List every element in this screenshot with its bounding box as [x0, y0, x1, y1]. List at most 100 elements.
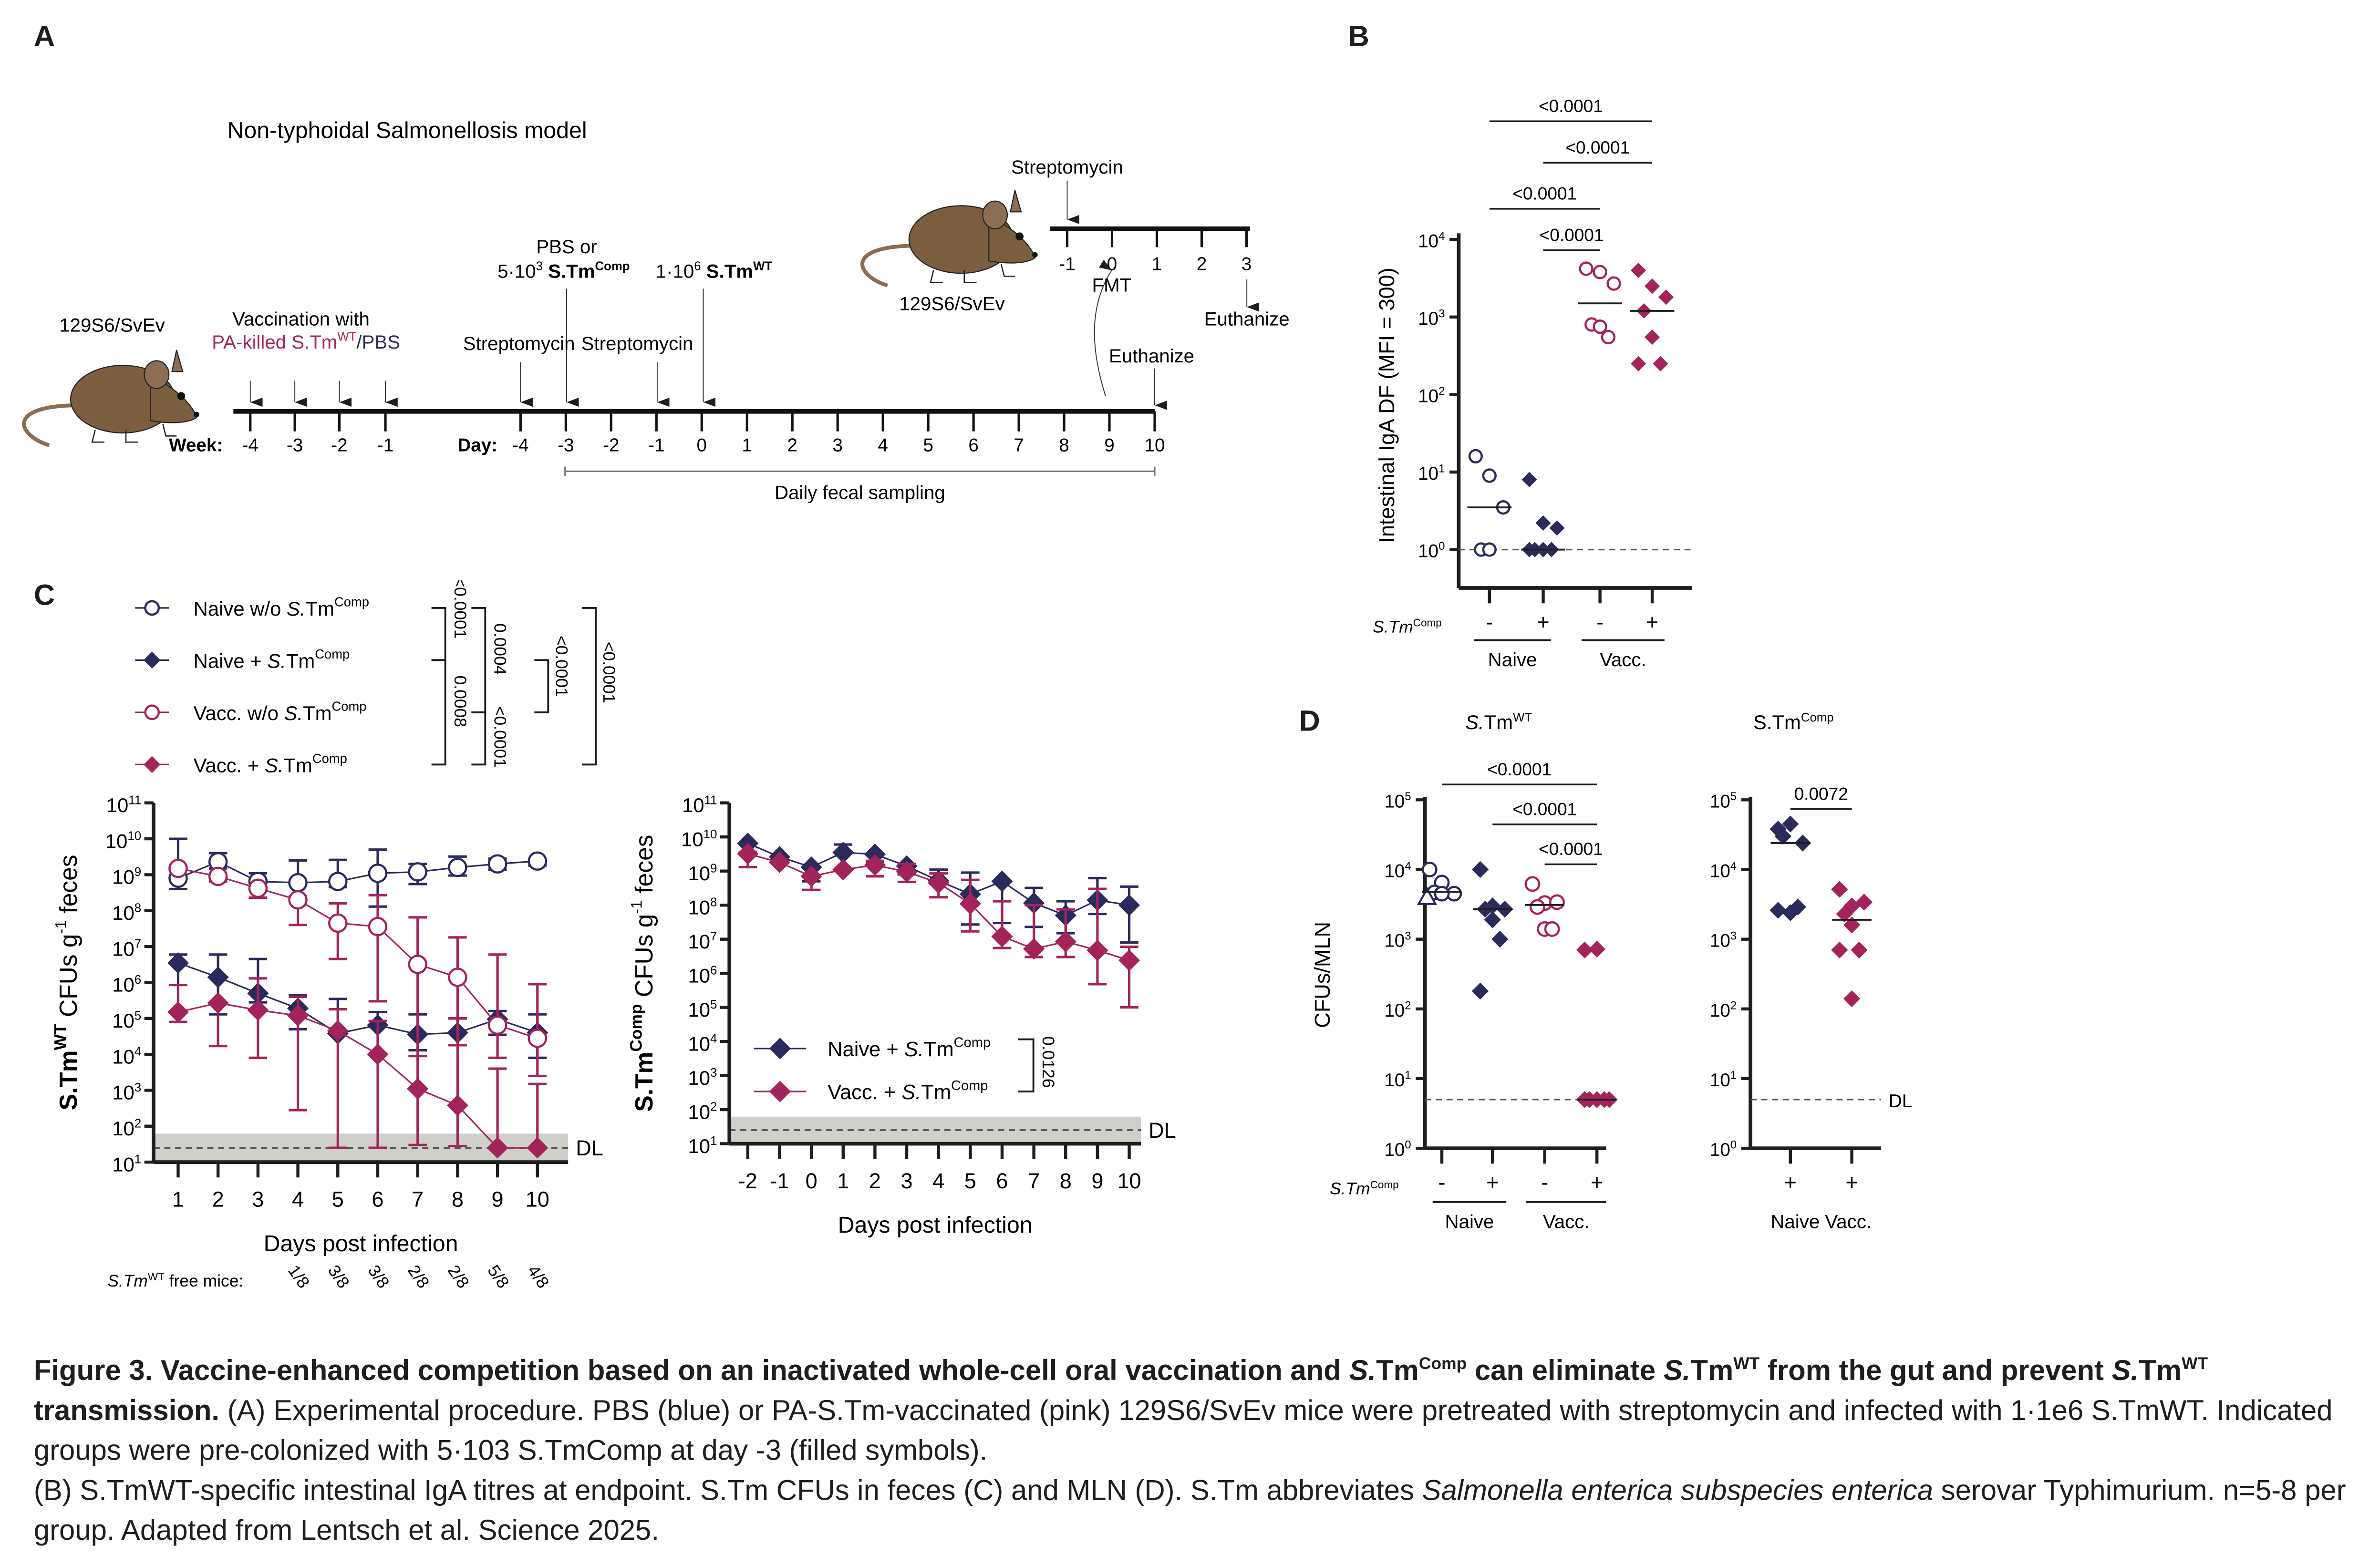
legend-marker: [769, 1038, 791, 1060]
data-point: [1524, 876, 1541, 892]
x-tick-label: -1: [770, 1169, 789, 1193]
data-point: [1644, 278, 1660, 294]
inset-tick-label: 0: [1107, 254, 1117, 275]
data-point: [446, 1094, 468, 1116]
data-point: [408, 955, 427, 974]
data-point: [959, 893, 981, 915]
x-tick-label: 5: [964, 1169, 976, 1193]
series-line: [178, 867, 538, 1039]
data-point: [1593, 265, 1607, 279]
data-point: [167, 1001, 189, 1023]
data-point: [168, 858, 188, 878]
inset-tick-label: 1: [1152, 254, 1162, 275]
y-tick-label: 100: [1418, 540, 1445, 561]
legend-marker: [144, 756, 161, 773]
y-tick-label: 108: [688, 896, 717, 919]
x-tick-label: 4: [932, 1169, 944, 1193]
data-point: [1831, 941, 1848, 958]
data-point: [328, 913, 348, 933]
week-tick-label: -3: [287, 435, 303, 456]
p-value-label: <0.0001: [1512, 799, 1577, 819]
stat-bracket: [471, 607, 486, 713]
data-point: [1831, 881, 1848, 898]
data-point: [208, 866, 228, 886]
day-label: Day:: [457, 435, 497, 456]
data-point: [487, 1015, 507, 1035]
y-tick-label: 105: [1710, 790, 1737, 812]
group-label-naive: Naive: [1488, 649, 1537, 670]
x-tick-label: 9: [492, 1187, 504, 1211]
legend-label: Vacc. w/o S.TmComp: [194, 699, 367, 724]
data-point: [1606, 276, 1621, 291]
y-tick-label: 1011: [682, 793, 717, 816]
caption-body: (B) S.TmWT-specific intestinal IgA titre…: [33, 1474, 2346, 1546]
y-tick-label: 102: [1418, 385, 1445, 406]
y-tick-label: 1011: [106, 793, 141, 816]
x-tick-label: 2: [212, 1187, 224, 1211]
y-tick-label: 1010: [681, 828, 717, 851]
data-point: [1529, 899, 1545, 915]
data-point: [528, 851, 548, 871]
legend-marker: [144, 704, 160, 721]
x-tick-label: 6: [996, 1169, 1008, 1193]
data-point: [1836, 906, 1853, 923]
data-point: [1055, 931, 1076, 953]
legend-marker: [769, 1081, 791, 1102]
series-line: [178, 1002, 538, 1149]
week-tick-label: -1: [377, 435, 393, 456]
y-tick-label: 104: [112, 1045, 141, 1068]
y-tick-label: 102: [112, 1117, 141, 1140]
panel-label-a: A: [33, 21, 55, 54]
data-point: [991, 926, 1013, 947]
data-point: [1468, 449, 1483, 463]
data-point: [1484, 911, 1501, 928]
day-tick-label: 5: [923, 435, 933, 456]
x-tick-label: 7: [412, 1187, 424, 1211]
data-point: [1521, 472, 1537, 487]
data-point: [1491, 930, 1509, 948]
p-value-label: 0.0008: [451, 676, 470, 727]
data-point: [768, 851, 791, 873]
week-tick-label: -2: [331, 435, 347, 456]
legend-marker: [144, 600, 160, 616]
x-tick-label: 2: [869, 1169, 881, 1193]
data-point: [528, 1029, 548, 1048]
data-point: [1421, 862, 1438, 877]
y-axis-title: S.TmWT CFUs g-1 feces: [51, 855, 82, 1110]
y-tick-label: 102: [688, 1101, 717, 1123]
p-value-label: <0.0001: [1487, 759, 1552, 779]
data-point: [1087, 939, 1108, 961]
vaccination-label: Vaccination with: [232, 309, 370, 330]
data-point: [896, 861, 918, 883]
day-tick-label: 1: [742, 435, 752, 456]
x-axis-title: Days post infection: [838, 1212, 1033, 1238]
inset-tick-label: 2: [1197, 254, 1207, 275]
y-tick-label: 105: [688, 998, 717, 1021]
p-value-label: 0.0126: [1039, 1036, 1058, 1088]
row-label-stm-comp: S.TmComp: [1373, 617, 1442, 637]
data-point: [832, 859, 854, 881]
stat-bracket: [431, 607, 446, 661]
x-tick-label: 10: [1117, 1169, 1141, 1193]
day-tick-label: 10: [1145, 435, 1165, 456]
y-tick-label: 102: [1384, 999, 1411, 1020]
x-tick-label: 5: [332, 1187, 344, 1211]
data-point: [408, 862, 427, 882]
y-tick-label: 104: [1418, 230, 1445, 251]
day-tick-label: 0: [697, 435, 707, 456]
x-tick-label: 1: [172, 1187, 184, 1211]
data-point: [448, 968, 467, 987]
x-tick-label: 0: [806, 1169, 817, 1193]
x-category-label: +: [1784, 1170, 1797, 1195]
data-point: [1593, 319, 1607, 334]
day-tick-label: 7: [1014, 435, 1024, 456]
data-point: [1769, 902, 1787, 919]
y-tick-label: 104: [1710, 860, 1737, 881]
euthanize-label: Euthanize: [1109, 345, 1194, 367]
x-tick-label: 4: [292, 1187, 304, 1211]
y-tick-label: 103: [112, 1081, 141, 1104]
data-point: [1544, 921, 1560, 937]
detection-limit-label: DL: [1889, 1091, 1912, 1112]
